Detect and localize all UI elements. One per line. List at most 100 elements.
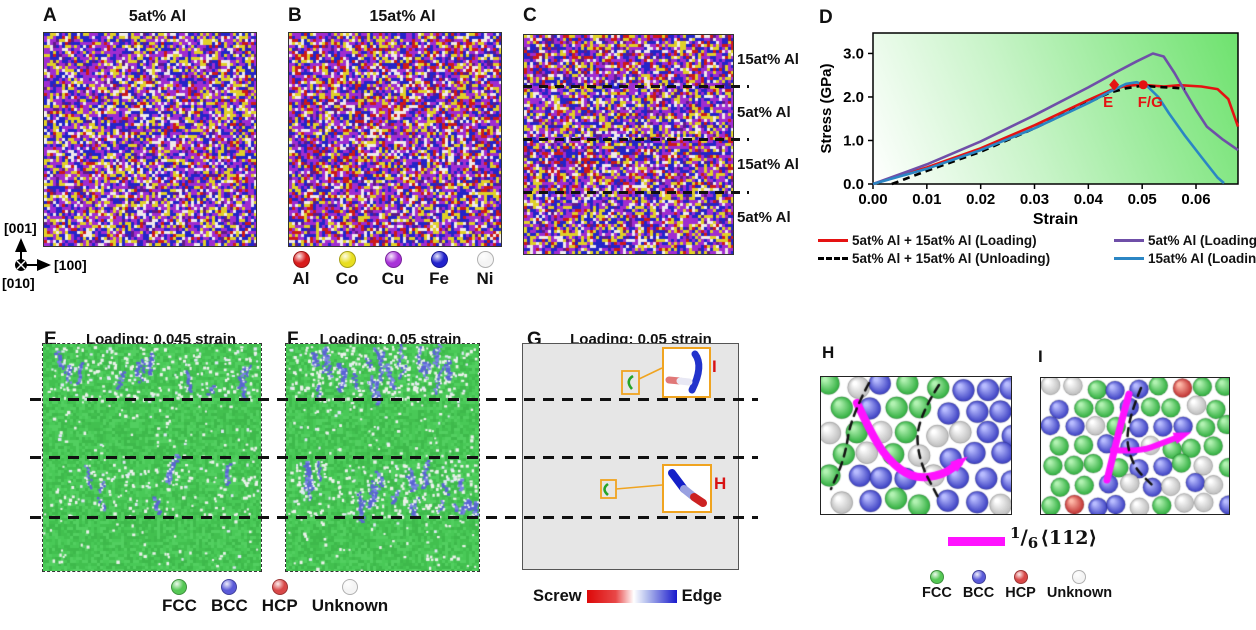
legend-label: 5at% Al + 15at% Al (Unloading) [852, 251, 1051, 266]
structure-label: BCC [962, 585, 995, 601]
x-tick-label: 0.01 [912, 191, 941, 208]
structure-label: Unknown [1046, 585, 1113, 601]
structure-legend-item: FCC [162, 579, 197, 616]
x-tick-label: 0.03 [1020, 191, 1049, 208]
axis-out-label: [010] [2, 275, 35, 291]
x-tick-label: 0.04 [1074, 191, 1104, 208]
layer-boundary-line [523, 138, 749, 141]
chart-legend-item: 5at% Al + 15at% Al (Unloading) [818, 251, 1110, 266]
unknown-dot [1072, 570, 1087, 584]
structure-legend-item: BCC [963, 570, 994, 601]
callout-connector [638, 367, 663, 380]
bcc-dot [971, 570, 986, 584]
panel-b-title: 15at% Al [369, 8, 436, 25]
element-label: Al [292, 269, 310, 288]
structure-legend-item: HCP [262, 579, 298, 616]
layer-boundary-line [30, 516, 758, 519]
dislocation-inset-h [662, 464, 712, 513]
mixed-dislocation-segment [676, 377, 693, 386]
structure-legend: FCC BCC HCP Unknown [162, 579, 388, 616]
legend-label: 5at% Al (Loading) [1148, 233, 1256, 248]
element-legend: Al Co Cu Fe Ni [283, 251, 503, 289]
layer-boundary-line [30, 456, 758, 459]
panel-d-label: D [819, 7, 833, 28]
atomic-closeup-i [1040, 377, 1230, 515]
chart-legend-item: 5at% Al (Loading) [1114, 233, 1256, 248]
atom-map-b [288, 32, 502, 247]
panel-i-label: I [1038, 347, 1043, 366]
x-tick-label: 0.00 [858, 191, 887, 208]
structure-label: FCC [922, 585, 952, 601]
structure-legend-item: Unknown [312, 579, 388, 616]
burgers-denominator: 6 [1027, 534, 1039, 552]
screw-edge-gradient-bar [586, 590, 677, 603]
ni-atom-dot [476, 251, 494, 268]
cu-atom-dot [384, 251, 402, 268]
y-tick-label: 0.0 [843, 176, 864, 193]
chart-legend-item: 15at% Al (Loading) [1114, 251, 1256, 266]
structure-label: HCP [261, 596, 298, 615]
layer-label: 15at% Al [737, 51, 799, 68]
burgers-vector-line [948, 537, 1005, 546]
element-legend-item: Cu [375, 251, 411, 289]
layer-label: 5at% Al [737, 104, 791, 121]
element-label: Co [335, 269, 359, 288]
co-atom-dot [338, 251, 356, 268]
panel-c-label: C [523, 5, 537, 26]
structure-legend-item: Unknown [1047, 570, 1112, 601]
unknown-dot [341, 579, 358, 595]
element-legend-item: Al [283, 251, 319, 289]
dislocation-segment-i [627, 374, 634, 390]
y-tick-label: 1.0 [843, 132, 864, 149]
structure-label: FCC [162, 596, 197, 615]
dislocation-character-colorbar: Screw Edge [533, 587, 722, 606]
panel-b-label: B [288, 5, 302, 26]
layer-boundary-line [523, 191, 749, 194]
legend-line-sample [1114, 257, 1144, 260]
element-legend-item: Fe [421, 251, 457, 289]
y-axis-label: Stress (GPa) [818, 63, 835, 153]
hcp-dot [1013, 570, 1028, 584]
y-tick-label: 2.0 [843, 89, 864, 106]
marker-E [1109, 78, 1120, 91]
fe-atom-dot [430, 251, 448, 268]
element-legend-item: Co [329, 251, 365, 289]
panel-a-label: A [43, 5, 57, 26]
structure-legend-item: HCP [1005, 570, 1036, 601]
x-tick-label: 0.02 [966, 191, 995, 208]
legend-label: 15at% Al (Loading) [1148, 251, 1256, 266]
axis-right-label: [100] [54, 257, 87, 273]
series-line [891, 84, 1186, 186]
legend-line-sample [818, 239, 848, 242]
edge-label: Edge [681, 587, 722, 605]
dislocation-inset-i [662, 347, 711, 398]
fcc-dot [929, 570, 944, 584]
inset-label-h: H [714, 474, 727, 493]
atom-map-c [523, 34, 734, 255]
burgers-vector-label: 1/6 ⟨112⟩ [1010, 524, 1097, 552]
element-label: Fe [429, 269, 449, 288]
screw-label: Screw [533, 587, 582, 605]
element-label: Cu [381, 269, 405, 288]
legend-line-sample [818, 257, 848, 260]
series-line [872, 80, 1225, 186]
x-axis-label: Strain [1033, 211, 1078, 228]
screw-dislocation-segment [690, 493, 707, 507]
chart-legend-item: 5at% Al + 15at% Al (Loading) [818, 233, 1110, 248]
layer-boundary-line [30, 398, 758, 401]
dislocation-callout-box-i [621, 370, 640, 395]
axis-up-label: [001] [4, 220, 37, 236]
burgers-numerator: 1 [1010, 524, 1021, 542]
element-label: Ni [476, 269, 494, 288]
crystal-axes-triad: [001] [100] [010] [2, 220, 87, 291]
chart-legend: 5at% Al + 15at% Al (Loading) 5at% Al (Lo… [818, 233, 1256, 266]
hcp-dot [271, 579, 288, 595]
burgers-slash: / [1020, 525, 1028, 549]
stress-strain-chart: 0.00 0.01 0.02 0.03 0.04 0.05 0.06 0.0 1.0 2.0 3.0… [818, 32, 1240, 228]
layer-boundary-line [523, 85, 749, 88]
marker-label: F/G [1138, 94, 1163, 111]
structure-legend-item: BCC [211, 579, 248, 616]
inset-label-i: I [712, 357, 717, 376]
atomic-closeup-h [820, 376, 1012, 515]
